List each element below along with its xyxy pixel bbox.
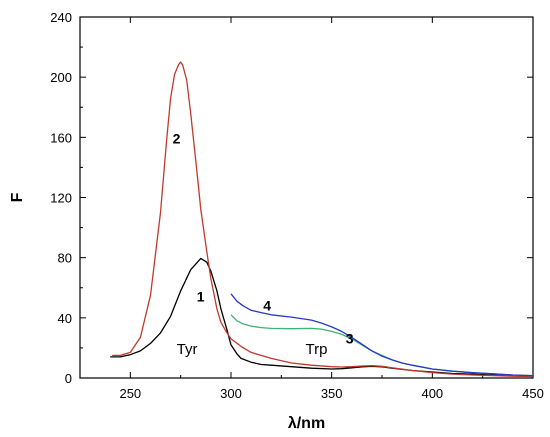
series-line-1	[110, 257, 534, 378]
y-tick-label: 120	[50, 191, 72, 206]
curve-number-label: 3	[346, 330, 354, 346]
x-tick-label: 450	[522, 386, 544, 401]
plot-area	[79, 16, 534, 379]
curve-number-label: 1	[197, 288, 205, 304]
x-axis-title: λ/nm	[288, 415, 325, 432]
y-tick-label: 80	[58, 251, 72, 266]
curve-number-label: 4	[263, 297, 271, 313]
band-label: Trp	[305, 341, 327, 358]
y-tick-label: 200	[50, 70, 72, 85]
y-axis: 0 40 80 120 160 200 240	[50, 10, 533, 386]
y-tick-label: 160	[50, 130, 72, 145]
x-tick-label: 250	[119, 386, 141, 401]
y-tick-label: 240	[50, 10, 72, 25]
y-tick-label: 40	[58, 311, 72, 326]
band-label: Tyr	[177, 341, 198, 358]
x-tick-label: 300	[220, 386, 242, 401]
y-axis-title: F	[9, 192, 26, 202]
x-tick-label: 400	[421, 386, 443, 401]
series-layer	[110, 61, 534, 378]
series-line-2	[112, 61, 534, 378]
plot-frame	[79, 16, 534, 379]
x-axis: 250 300 350 400 450	[119, 17, 544, 401]
curve-number-label: 2	[173, 130, 181, 146]
y-tick-label: 0	[65, 371, 72, 386]
series-line-4	[230, 293, 534, 377]
annotations: 1 2 3 4 Tyr Trp	[173, 130, 354, 358]
x-tick-label: 350	[321, 386, 343, 401]
